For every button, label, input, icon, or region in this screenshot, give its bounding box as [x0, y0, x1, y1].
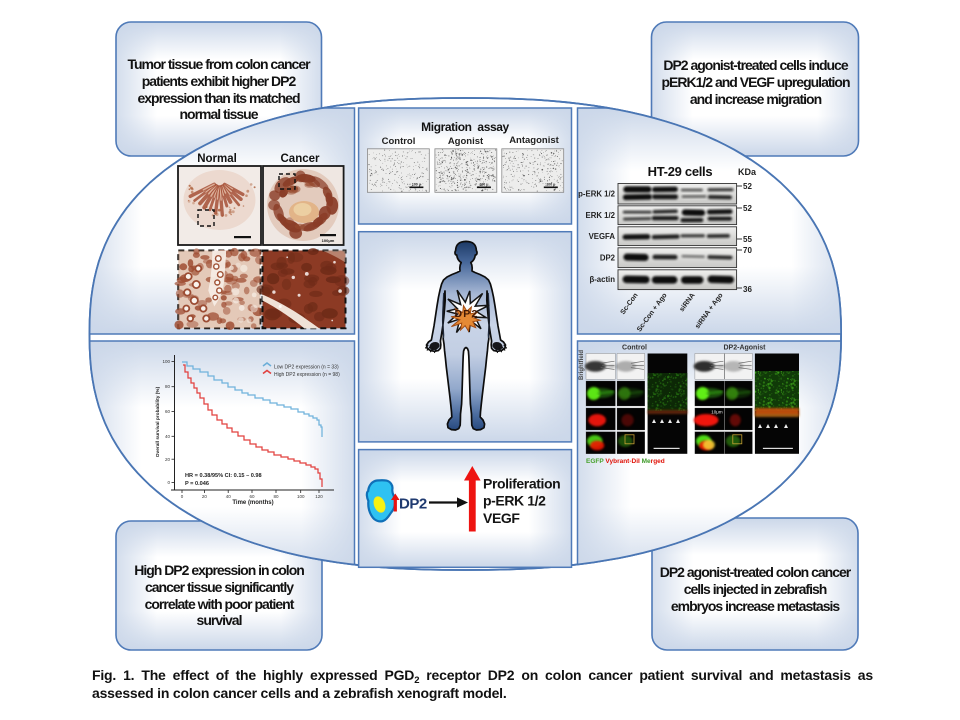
svg-text:80: 80: [165, 384, 171, 389]
svg-text:55: 55: [743, 235, 752, 244]
svg-text:120: 120: [315, 494, 323, 499]
svg-text:36: 36: [743, 285, 752, 294]
svg-text:52: 52: [743, 204, 752, 213]
svg-text:p-ERK 1/2: p-ERK 1/2: [483, 493, 546, 509]
svg-text:High DP2 expression (n = 98): High DP2 expression (n = 98): [274, 372, 340, 378]
svg-text:100 μ: 100 μ: [546, 183, 555, 187]
svg-text:60: 60: [165, 409, 171, 414]
svg-text:Time (months): Time (months): [232, 500, 273, 506]
svg-text:Brightfield: Brightfield: [579, 350, 585, 380]
svg-text:P = 0.046: P = 0.046: [185, 481, 209, 487]
svg-text:HR = 0.38/95% CI: 0.15 – 0.98: HR = 0.38/95% CI: 0.15 – 0.98: [185, 473, 262, 479]
svg-text:p-ERK 1/2: p-ERK 1/2: [578, 190, 615, 199]
svg-text:DP2: DP2: [399, 496, 427, 513]
svg-text:Overall survival probability (: Overall survival probability (%): [155, 386, 161, 457]
svg-text:100 μ: 100 μ: [479, 183, 488, 187]
svg-text:0: 0: [181, 494, 184, 499]
svg-text:100: 100: [297, 494, 305, 499]
svg-text:70: 70: [743, 246, 752, 255]
svg-text:DP2-Agonist: DP2-Agonist: [724, 345, 767, 352]
svg-text:Low DP2 expression (n = 33): Low DP2 expression (n = 33): [274, 365, 339, 371]
svg-text:100μm: 100μm: [322, 238, 335, 243]
svg-text:Proliferation: Proliferation: [483, 476, 560, 492]
svg-text:52: 52: [743, 182, 752, 191]
svg-text:β-actin: β-actin: [589, 275, 615, 284]
svg-text:10μm: 10μm: [711, 410, 723, 415]
svg-text:80: 80: [273, 494, 279, 499]
svg-text:100: 100: [162, 359, 170, 364]
svg-text:VEGFA: VEGFA: [589, 232, 616, 241]
svg-text:0: 0: [167, 480, 170, 485]
svg-text:EGFP Vybrant-DiI Merged: EGFP Vybrant-DiI Merged: [586, 458, 665, 465]
svg-text:40: 40: [165, 434, 171, 439]
svg-text:60: 60: [249, 494, 255, 499]
svg-text:Control: Control: [622, 345, 647, 352]
svg-text:DP2: DP2: [454, 308, 478, 320]
svg-text:100 μ: 100 μ: [412, 183, 421, 187]
svg-text:20: 20: [165, 457, 171, 462]
svg-text:20: 20: [202, 494, 208, 499]
svg-text:VEGF: VEGF: [483, 510, 520, 526]
svg-text:ERK 1/2: ERK 1/2: [586, 211, 616, 220]
svg-text:DP2: DP2: [600, 254, 616, 263]
svg-text:40: 40: [226, 494, 232, 499]
